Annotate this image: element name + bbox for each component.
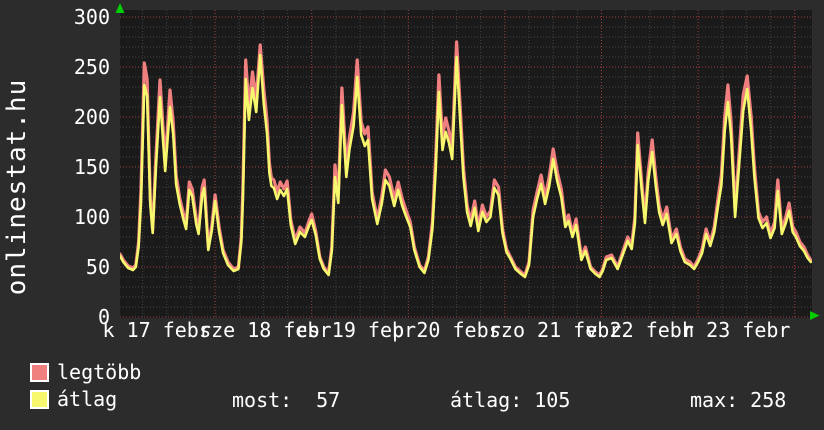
stat-most: most: 57	[232, 388, 340, 412]
x-tick-label: szo 21 febr	[488, 318, 622, 342]
stat-max: max: 258	[690, 388, 786, 412]
y-tick-label: 50	[85, 255, 110, 279]
stat-atlag-value: 105	[534, 388, 571, 412]
x-tick-label: v 22 febr	[585, 318, 694, 342]
y-tick-label: 300	[73, 5, 110, 29]
stat-atlag: átlag: 105	[450, 388, 570, 412]
legend-swatch-legtobb	[30, 362, 49, 382]
stat-max-value: 258	[750, 388, 787, 412]
grid-minor	[120, 10, 812, 318]
x-tick-label: h 23 febr	[682, 318, 791, 342]
legend-swatch-atlag	[30, 389, 49, 409]
x-tick-label: k 17 febr	[102, 318, 211, 342]
x-tick-label: p 20 febr	[392, 318, 501, 342]
stat-most-value: 57	[316, 388, 341, 412]
legend-label-atlag: átlag	[57, 387, 118, 411]
plot-background	[120, 10, 812, 318]
x-tick-label: sze 18 febr	[199, 318, 332, 342]
y-axis-arrow-icon	[115, 3, 125, 13]
legend-item-atlag: átlag	[30, 388, 117, 410]
stat-most-label: most:	[232, 388, 293, 412]
x-axis-arrow-icon	[810, 311, 820, 320]
stat-max-label: max:	[690, 388, 739, 412]
legend-label-legtobb: legtöbb	[57, 360, 142, 384]
stat-atlag-label: átlag:	[450, 388, 523, 412]
x-tick-label: cs 19 febr	[295, 318, 417, 342]
y-tick-label: 100	[73, 205, 110, 229]
series-line-atlag	[120, 53, 812, 279]
y-tick-label: 250	[73, 55, 110, 79]
y-tick-label: 0	[97, 305, 110, 329]
y-tick-label: 200	[73, 105, 110, 129]
y-tick-label: 150	[73, 155, 110, 179]
legend-item-legtobb: legtöbb	[30, 361, 141, 383]
